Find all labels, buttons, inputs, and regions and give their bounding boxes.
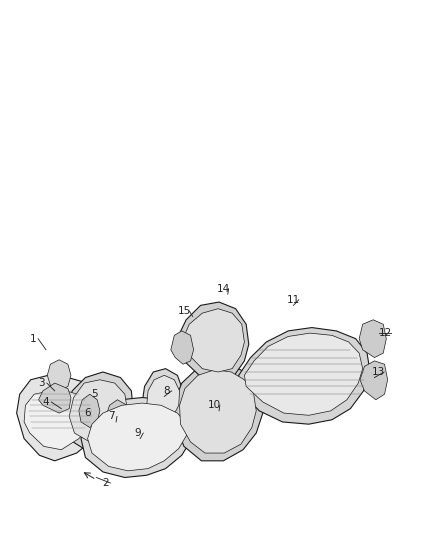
Text: 5: 5: [91, 389, 98, 399]
Text: 12: 12: [379, 328, 392, 338]
Text: 15: 15: [177, 306, 191, 316]
Text: 14: 14: [217, 284, 230, 294]
Polygon shape: [183, 309, 244, 372]
Polygon shape: [106, 400, 129, 431]
Polygon shape: [79, 394, 100, 427]
Polygon shape: [174, 364, 263, 461]
Text: 9: 9: [134, 428, 141, 438]
Polygon shape: [360, 361, 388, 400]
Text: 10: 10: [208, 400, 221, 410]
Text: 6: 6: [84, 408, 91, 418]
Polygon shape: [81, 398, 192, 478]
Polygon shape: [147, 375, 180, 420]
Text: 2: 2: [102, 478, 109, 488]
Polygon shape: [88, 403, 187, 471]
Text: 11: 11: [287, 295, 300, 305]
Polygon shape: [179, 302, 249, 379]
Polygon shape: [69, 379, 128, 442]
Polygon shape: [24, 391, 94, 450]
Polygon shape: [180, 370, 256, 453]
Polygon shape: [359, 320, 386, 358]
Polygon shape: [17, 375, 103, 461]
Text: 13: 13: [372, 367, 385, 377]
Polygon shape: [65, 372, 134, 450]
Polygon shape: [39, 383, 71, 413]
Text: 3: 3: [38, 378, 45, 388]
Text: 4: 4: [42, 397, 49, 407]
Polygon shape: [47, 360, 71, 391]
Polygon shape: [244, 333, 363, 415]
Text: 1: 1: [29, 334, 36, 344]
Polygon shape: [239, 328, 370, 424]
Text: 7: 7: [108, 411, 115, 422]
Polygon shape: [142, 369, 183, 427]
Text: 8: 8: [163, 386, 170, 396]
Polygon shape: [171, 331, 194, 364]
